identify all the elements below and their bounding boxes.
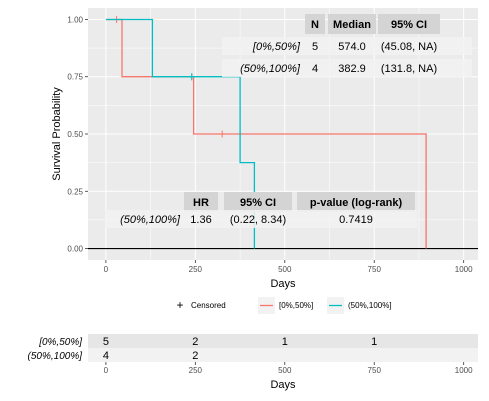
risk-x-tick-label: 0 [104, 366, 109, 375]
hr-table-header: HR [193, 197, 209, 209]
risk-table-count: 2 [192, 336, 198, 348]
risk-table-row-label: (50%,100%] [28, 351, 83, 362]
risk-x-tick-label: 500 [278, 366, 292, 375]
x-axis-title: Days [270, 278, 296, 290]
hr-table-header: p-value (log-rank) [310, 197, 403, 209]
median-table-n: 4 [312, 63, 318, 75]
risk-x-tick-label: 250 [189, 366, 203, 375]
y-tick-label: 1.00 [67, 15, 83, 24]
risk-table-count: 1 [282, 336, 288, 348]
median-table-header: 95% CI [391, 19, 427, 31]
risk-table-count: 2 [192, 350, 198, 362]
legend-series-label-0: [0%,50%] [279, 301, 313, 310]
risk-x-axis-title: Days [270, 379, 296, 391]
x-tick-label: 500 [278, 265, 292, 274]
legend-censored-symbol: + [176, 298, 183, 312]
risk-x-tick-label: 750 [368, 366, 382, 375]
x-tick-label: 750 [368, 265, 382, 274]
y-tick-label: 0.75 [67, 73, 83, 82]
median-table-n: 5 [312, 41, 318, 53]
hr-table-ci: (0.22, 8.34) [230, 214, 286, 226]
x-tick-label: 0 [104, 265, 109, 274]
risk-table-row-bg [88, 348, 478, 362]
hr-table-p: 0.7419 [339, 214, 373, 226]
hr-table-header: 95% CI [240, 197, 276, 209]
median-table-median: 382.9 [338, 63, 366, 75]
risk-table-row-label: [0%,50%] [38, 337, 82, 348]
median-table-ci: (131.8, NA) [381, 63, 437, 75]
y-tick-label: 0.25 [67, 187, 83, 196]
risk-table-count: 1 [371, 336, 377, 348]
y-tick-label: 0.00 [67, 245, 83, 254]
median-table-header: Median [333, 19, 371, 31]
median-table-median: 574.0 [338, 41, 366, 53]
median-table-header: N [311, 19, 319, 31]
legend-censored-label: Censored [191, 301, 226, 310]
legend-series-label-1: (50%,100%] [348, 301, 392, 310]
median-table-row-label: [0%,50%] [252, 41, 301, 53]
median-table-row-label: (50%,100%] [240, 63, 301, 75]
risk-table-count: 5 [103, 336, 109, 348]
risk-table-count: 4 [103, 350, 109, 362]
hr-table-hr: 1.36 [190, 214, 211, 226]
x-tick-label: 250 [189, 265, 203, 274]
median-table-ci: (45.08, NA) [381, 41, 437, 53]
risk-x-tick-label: 1000 [455, 366, 473, 375]
x-tick-label: 1000 [455, 265, 473, 274]
hr-table-row-label: (50%,100%] [120, 214, 181, 226]
y-tick-label: 0.50 [67, 130, 83, 139]
y-axis-title: Survival Probability [51, 87, 63, 181]
